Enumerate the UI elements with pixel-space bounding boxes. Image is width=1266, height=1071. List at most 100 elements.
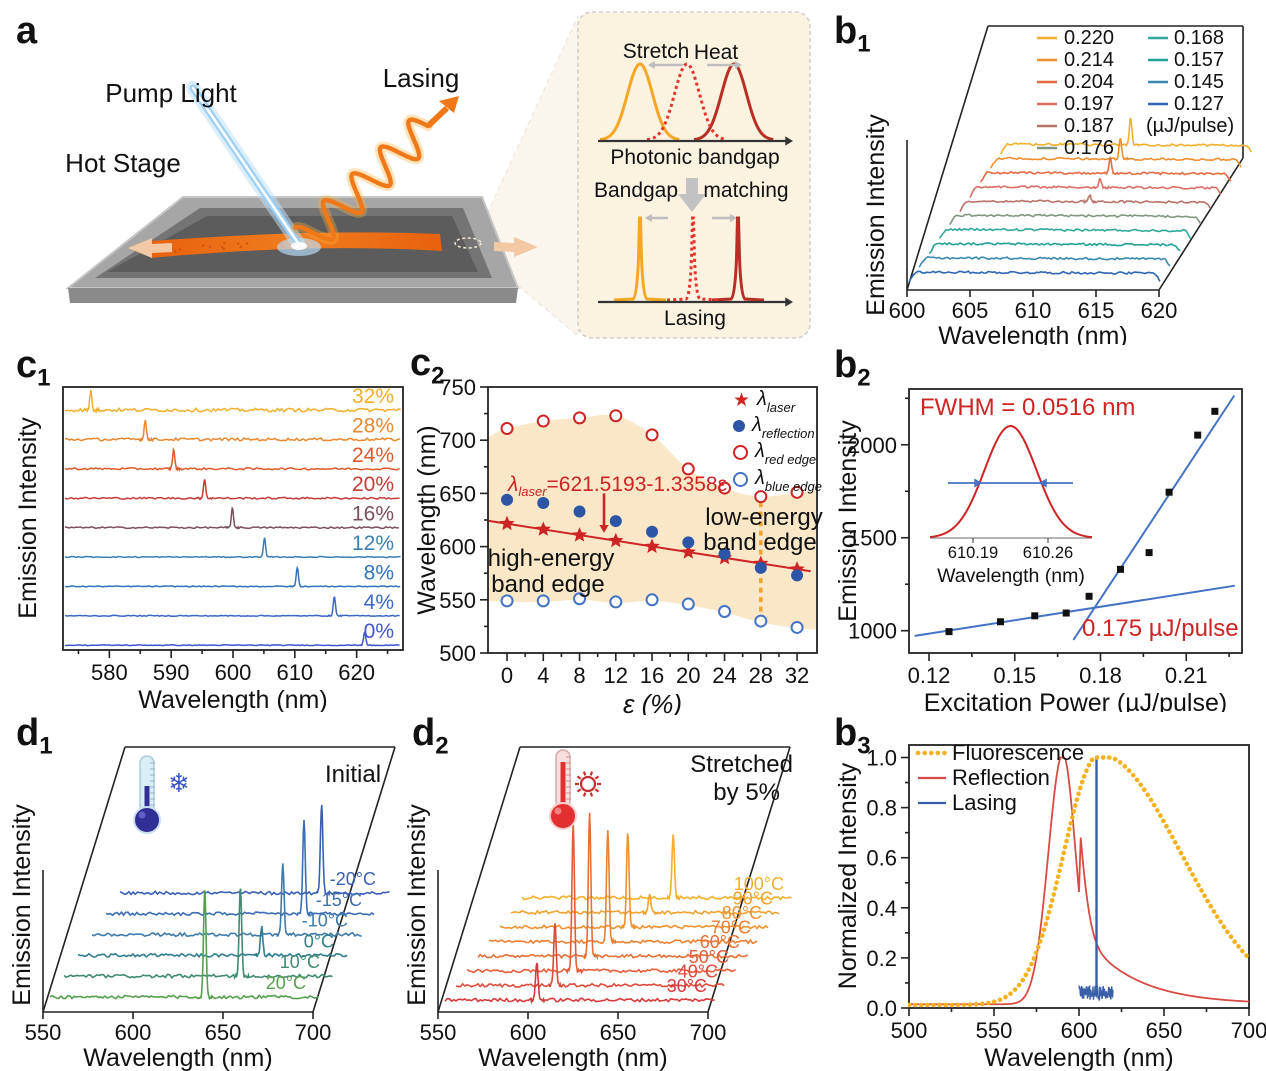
stretch-arrows: [128, 237, 538, 258]
svg-text:550: 550: [976, 1018, 1013, 1043]
svg-text:28%: 28%: [352, 414, 394, 437]
matching-label: matching: [703, 179, 789, 202]
svg-text:16: 16: [640, 663, 664, 688]
panel-b3: 0.0 0.2 0.4 0.6 0.8 1.0 500 550 600 650 700 Wavelen…: [830, 710, 1266, 1071]
svg-text:100°C: 100°C: [734, 874, 784, 894]
svg-text:Wavelength (nm): Wavelength (nm): [83, 1044, 272, 1071]
svg-text:0.8: 0.8: [866, 796, 897, 821]
strain-spectra-chart: 580 590 600 610 620 Wavelength (nm) Emission I…: [14, 385, 404, 712]
svg-text:550: 550: [439, 588, 476, 613]
legend-item-laser: ★ λlaser: [733, 388, 796, 416]
svg-text:Lasing: Lasing: [952, 790, 1017, 815]
svg-text:Reflection: Reflection: [952, 765, 1050, 790]
svg-text:0.168: 0.168: [1174, 27, 1224, 49]
svg-text:16%: 16%: [352, 503, 394, 526]
high-energy-annotation-line2: band edge: [491, 571, 605, 598]
svg-text:ε (%): ε (%): [623, 689, 682, 715]
svg-text:650: 650: [439, 481, 476, 506]
svg-text:500: 500: [439, 641, 476, 666]
svg-text:0.220: 0.220: [1064, 27, 1114, 49]
panel-b1: 600 605 610 615 620 Wavelength (nm) Emission I…: [830, 0, 1266, 345]
panel-d2: 550 600 650 700 Wavelength (nm) Emission Inte…: [405, 710, 830, 1071]
thermometer-cold-icon: ❄: [133, 755, 190, 834]
svg-text:700: 700: [690, 1020, 727, 1045]
panel-a: a Pump Light Lasing Hot Stage Stretch He…: [0, 0, 830, 348]
svg-text:24: 24: [712, 663, 736, 688]
svg-text:610: 610: [276, 660, 313, 685]
lasing-spot-marker: [454, 237, 482, 249]
svg-text:615: 615: [1078, 298, 1115, 323]
svg-text:0.187: 0.187: [1064, 115, 1114, 137]
stretched-annotation-line1: Stretched: [690, 751, 793, 778]
svg-text:0: 0: [501, 663, 513, 688]
snowflake-icon: ❄: [168, 768, 190, 798]
svg-text:Wavelength (nm): Wavelength (nm): [478, 1044, 667, 1071]
svg-text:580: 580: [91, 660, 128, 685]
svg-text:0.214: 0.214: [1064, 49, 1114, 71]
panel-a-label: a: [16, 10, 38, 52]
svg-text:620: 620: [1141, 298, 1178, 323]
svg-text:Emission Intensity: Emission Intensity: [14, 417, 42, 619]
svg-text:590: 590: [153, 660, 190, 685]
svg-text:Wavelength (nm): Wavelength (nm): [413, 425, 441, 614]
b3-curves: [908, 755, 1250, 1008]
high-energy-annotation-line1: high-energy: [487, 545, 615, 572]
lasing-label: Lasing: [382, 63, 460, 93]
svg-text:0.12: 0.12: [908, 663, 951, 688]
svg-text:0.18: 0.18: [1079, 663, 1122, 688]
svg-text:24%: 24%: [352, 444, 394, 467]
heat-label: Heat: [693, 41, 739, 64]
svg-text:(µJ/pulse): (µJ/pulse): [1146, 115, 1234, 137]
b2-inset: 610.19 610.26 Wavelength (nm): [929, 425, 1093, 587]
open-circle-icon: [733, 444, 748, 460]
svg-text:610.26: 610.26: [1023, 544, 1073, 562]
svg-text:Wavelength (nm): Wavelength (nm): [938, 322, 1127, 345]
svg-text:600: 600: [439, 535, 476, 560]
svg-text:650: 650: [1146, 1018, 1183, 1043]
wavelength-vs-strain-chart: 500 550 600 650 700 750 0 4 8 12 16 20 24 28 32 ε (%) Wa…: [413, 375, 818, 715]
svg-text:Wavelength (nm): Wavelength (nm): [984, 1044, 1173, 1071]
svg-text:4%: 4%: [364, 591, 394, 614]
svg-text:Excitation Power (µJ/pulse): Excitation Power (µJ/pulse): [924, 689, 1227, 712]
svg-text:0°C: 0°C: [304, 931, 334, 951]
bandgap-label: Bandgap: [593, 179, 679, 202]
fluorescence-reflection-lasing-chart: 0.0 0.2 0.4 0.6 0.8 1.0 500 550 600 650 700 Wavelen…: [834, 740, 1266, 1071]
svg-text:4: 4: [537, 663, 549, 688]
panel-b2-label: b2: [834, 344, 871, 392]
b2-fit-lines: [914, 394, 1236, 641]
panel-d1-label: d1: [16, 712, 53, 760]
panel-b3-label: b3: [834, 712, 871, 760]
svg-text:600: 600: [1061, 1018, 1098, 1043]
svg-text:20: 20: [676, 663, 700, 688]
svg-text:610: 610: [1015, 298, 1052, 323]
svg-text:600: 600: [889, 298, 926, 323]
panel-c1: 580 590 600 610 620 Wavelength (nm) Emission I…: [10, 340, 430, 712]
down-arrow-icon: [678, 178, 706, 212]
svg-text:-10°C: -10°C: [302, 911, 348, 931]
hot-stage-label: Hot Stage: [65, 148, 181, 178]
svg-text:20°C: 20°C: [266, 973, 306, 993]
stretch-label: Stretch: [622, 40, 690, 63]
svg-text:0.15: 0.15: [993, 663, 1036, 688]
panel-b1-label: b1: [834, 10, 871, 58]
panel-c2-label: c2: [410, 342, 445, 390]
svg-text:600: 600: [510, 1020, 547, 1045]
svg-text:700: 700: [1231, 1018, 1266, 1043]
svg-text:80°C: 80°C: [722, 903, 762, 923]
svg-text:20%: 20%: [352, 473, 394, 496]
svg-text:Normalized Intensity: Normalized Intensity: [834, 762, 862, 989]
svg-text:600: 600: [115, 1020, 152, 1045]
c2-band: [488, 414, 817, 630]
svg-text:0.127: 0.127: [1174, 93, 1224, 115]
svg-text:0.2: 0.2: [866, 946, 897, 971]
sun-icon: [575, 771, 601, 797]
pump-beam: [186, 81, 321, 256]
low-energy-annotation-line1: low-energy: [705, 504, 823, 531]
svg-text:Wavelength (nm): Wavelength (nm): [937, 565, 1085, 587]
low-energy-annotation-line2: band edge: [703, 529, 817, 556]
stretched-annotation-line2: by 5%: [713, 779, 780, 806]
c1-frame: 580 590 600 610 620 Wavelength (nm) Emission I…: [14, 386, 404, 712]
svg-text:Emission Intensity: Emission Intensity: [834, 420, 862, 622]
